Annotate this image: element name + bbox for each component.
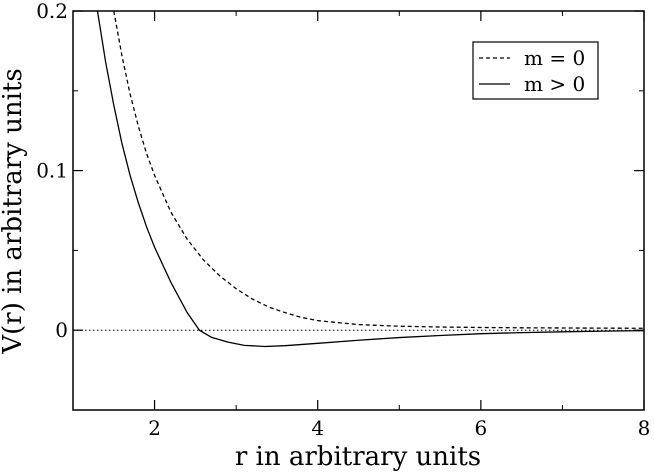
y-tick-label: 0.2 xyxy=(36,0,68,23)
x-axis-label: r in arbitrary units xyxy=(235,442,481,472)
x-tick-label: 6 xyxy=(474,416,487,440)
axis-ticks: 2 4 6 8 0 0.1 0.2 xyxy=(36,0,650,440)
x-tick-label: 4 xyxy=(311,416,324,440)
legend-label-m-zero: m = 0 xyxy=(524,46,585,70)
legend: m = 0 m > 0 xyxy=(472,41,599,100)
plot-frame xyxy=(72,10,645,411)
y-axis-label: V(r) in arbitrary units xyxy=(0,68,28,354)
series-group xyxy=(96,11,644,348)
legend-label-m-positive: m > 0 xyxy=(524,72,585,96)
legend-box xyxy=(472,41,599,100)
series-line-m-positive xyxy=(96,11,644,348)
x-tick-label: 2 xyxy=(148,416,161,440)
y-tick-label: 0 xyxy=(55,318,68,342)
x-tick-label: 8 xyxy=(638,416,651,440)
series-line-m-zero xyxy=(113,11,644,329)
y-tick-label: 0.1 xyxy=(36,159,68,183)
